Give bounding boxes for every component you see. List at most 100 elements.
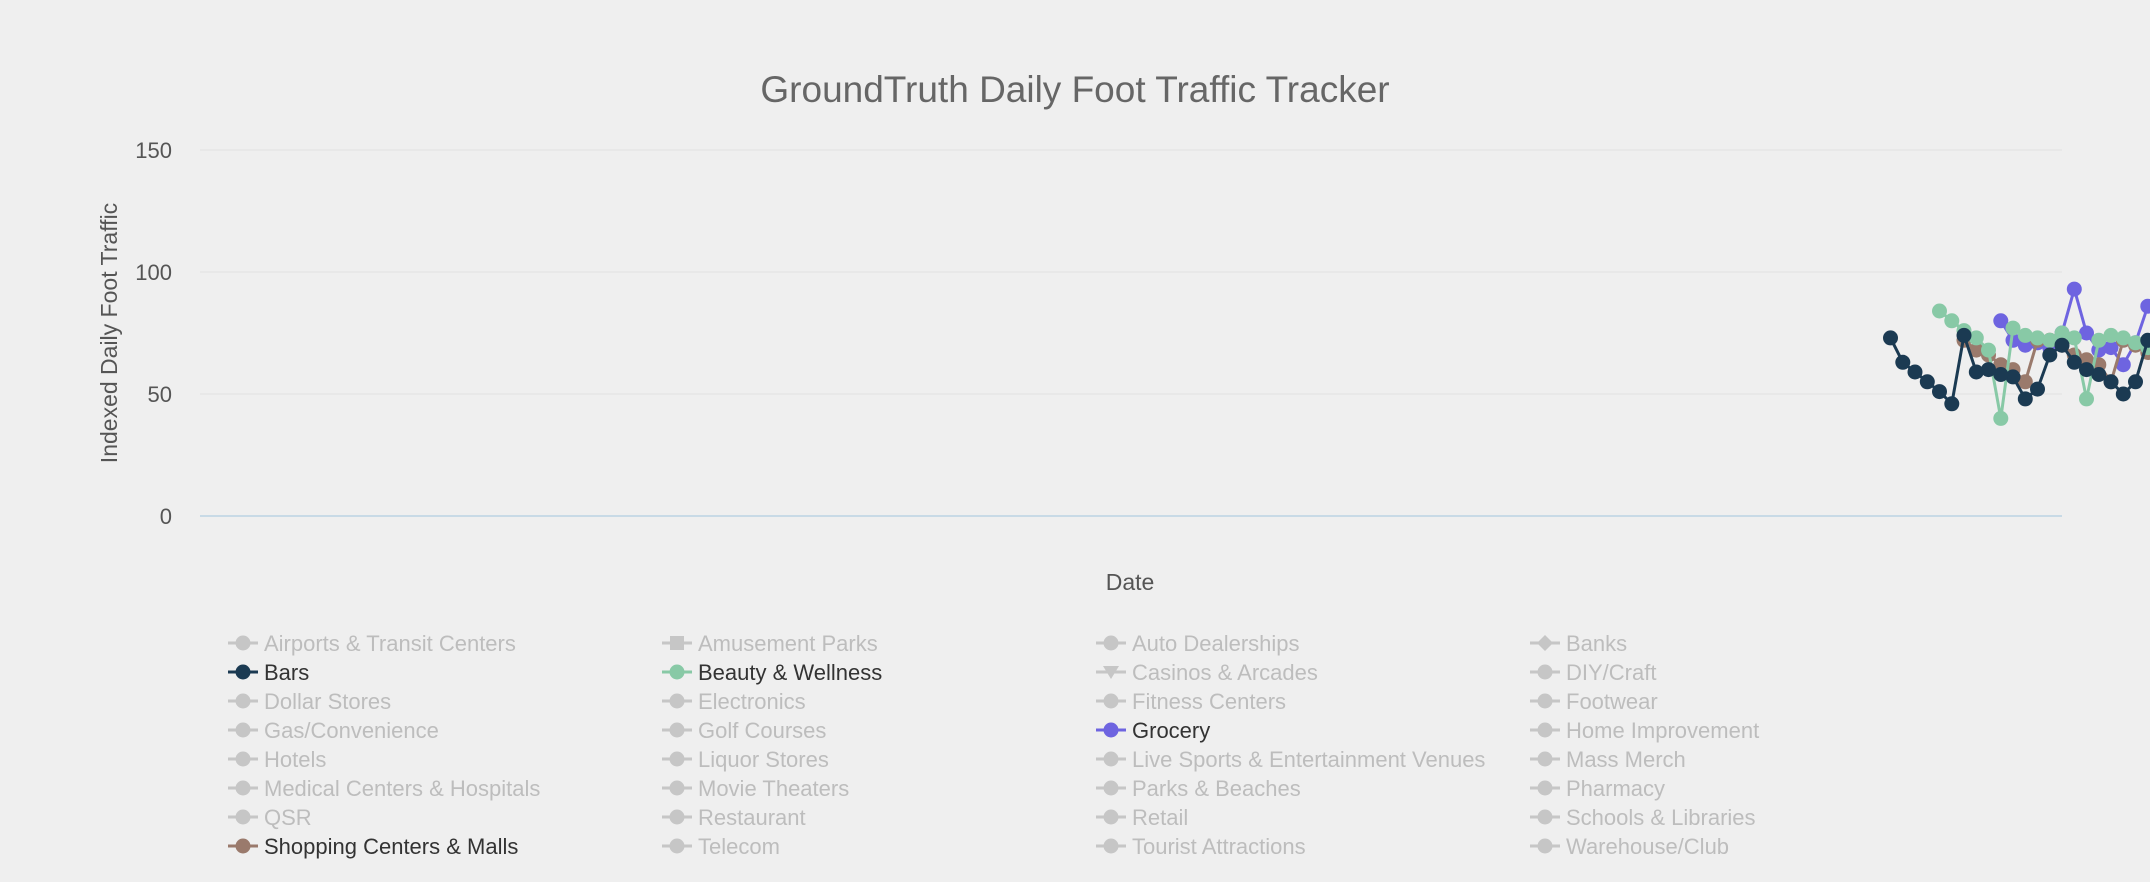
data-point[interactable]	[1944, 396, 1960, 412]
legend-item[interactable]: Casinos & Arcades	[1096, 660, 1318, 685]
legend-item[interactable]: Home Improvement	[1530, 718, 1759, 743]
data-point[interactable]	[2103, 374, 2119, 390]
legend-item[interactable]: Tourist Attractions	[1096, 834, 1306, 859]
data-point[interactable]	[2042, 347, 2058, 363]
data-point[interactable]	[1883, 330, 1898, 346]
legend-item[interactable]: Beauty & Wellness	[662, 660, 882, 685]
legend-marker	[235, 780, 251, 796]
data-point[interactable]	[2054, 325, 2070, 341]
legend-marker	[1103, 666, 1119, 679]
data-point[interactable]	[2128, 335, 2143, 351]
legend-label: Dollar Stores	[264, 689, 391, 714]
data-point[interactable]	[2079, 362, 2094, 378]
data-point[interactable]	[1895, 354, 1911, 370]
data-point[interactable]	[1932, 303, 1947, 319]
legend-item[interactable]: Mass Merch	[1530, 747, 1686, 772]
data-point[interactable]	[2115, 386, 2131, 402]
legend-item[interactable]: Shopping Centers & Malls	[228, 834, 518, 859]
legend-item[interactable]: Gas/Convenience	[228, 718, 439, 743]
legend-marker	[1537, 809, 1553, 825]
legend-label: Warehouse/Club	[1566, 834, 1729, 859]
legend-item[interactable]: Footwear	[1530, 689, 1658, 714]
legend-item[interactable]: QSR	[228, 805, 312, 830]
data-point[interactable]	[1956, 327, 1972, 343]
legend-item[interactable]: Schools & Libraries	[1530, 805, 1756, 830]
data-point[interactable]	[2005, 320, 2021, 336]
data-point[interactable]	[1932, 384, 1947, 400]
legend-item[interactable]: Retail	[1096, 805, 1188, 830]
legend-item[interactable]: Banks	[1530, 631, 1627, 656]
legend-marker	[669, 722, 685, 738]
data-point[interactable]	[2054, 337, 2070, 353]
data-point[interactable]	[2005, 332, 2021, 348]
data-point[interactable]	[1993, 313, 2009, 329]
data-point[interactable]	[2091, 332, 2107, 348]
legend-item[interactable]: Auto Dealerships	[1096, 631, 1300, 656]
data-point[interactable]	[2017, 374, 2033, 390]
legend-item[interactable]: Restaurant	[662, 805, 806, 830]
data-point[interactable]	[2115, 357, 2131, 373]
legend-item[interactable]: Liquor Stores	[662, 747, 829, 772]
data-point[interactable]	[1944, 313, 1960, 329]
legend-label: Restaurant	[698, 805, 806, 830]
legend-item[interactable]: Telecom	[662, 834, 780, 859]
data-point[interactable]	[1919, 374, 1935, 390]
legend-item[interactable]: Bars	[228, 660, 309, 685]
data-point[interactable]	[1993, 410, 2009, 426]
legend-marker	[1103, 780, 1119, 796]
plot-area[interactable]	[1883, 143, 2150, 475]
legend-item[interactable]: Parks & Beaches	[1096, 776, 1301, 801]
legend-marker	[235, 751, 251, 767]
data-point[interactable]	[1968, 330, 1984, 346]
legend-item[interactable]: Electronics	[662, 689, 806, 714]
legend-item[interactable]: Grocery	[1096, 718, 1210, 743]
series-beauty-wellness[interactable]	[1932, 189, 2150, 438]
legend-label: Retail	[1132, 805, 1188, 830]
data-point[interactable]	[2066, 354, 2082, 370]
legend-label: Amusement Parks	[698, 631, 878, 656]
legend-marker	[669, 838, 685, 854]
series-shopping-centers-malls[interactable]	[1956, 191, 2150, 448]
data-point[interactable]	[1981, 362, 1996, 378]
data-point[interactable]	[2103, 340, 2119, 356]
legend-item[interactable]: DIY/Craft	[1530, 660, 1656, 685]
data-point[interactable]	[2079, 391, 2094, 407]
legend-item[interactable]: Hotels	[228, 747, 326, 772]
data-point[interactable]	[1968, 364, 1984, 380]
legend-item[interactable]: Dollar Stores	[228, 689, 391, 714]
legend-item[interactable]: Pharmacy	[1530, 776, 1665, 801]
data-point[interactable]	[2066, 281, 2082, 297]
data-point[interactable]	[2115, 330, 2131, 346]
data-point[interactable]	[2017, 391, 2033, 407]
series-bars[interactable]	[1883, 143, 2150, 475]
data-point[interactable]	[2103, 327, 2119, 343]
data-point[interactable]	[2042, 332, 2058, 348]
y-tick-label: 150	[135, 138, 172, 163]
data-point[interactable]	[1993, 367, 2009, 382]
legend-marker	[669, 809, 685, 825]
legend-item[interactable]: Fitness Centers	[1096, 689, 1286, 714]
data-point[interactable]	[1981, 342, 1996, 358]
data-point[interactable]	[1968, 342, 1984, 358]
data-point[interactable]	[2030, 330, 2045, 346]
data-point[interactable]	[2066, 330, 2082, 346]
legend-marker	[1103, 693, 1119, 709]
legend-marker	[235, 838, 251, 854]
legend-item[interactable]: Golf Courses	[662, 718, 826, 743]
data-point[interactable]	[2140, 298, 2150, 314]
data-point[interactable]	[2079, 325, 2094, 341]
data-point[interactable]	[1907, 364, 1923, 380]
legend-item[interactable]: Live Sports & Entertainment Venues	[1096, 747, 1485, 772]
legend-item[interactable]: Movie Theaters	[662, 776, 849, 801]
data-point[interactable]	[2005, 369, 2021, 385]
data-point[interactable]	[2091, 367, 2107, 382]
data-point[interactable]	[2140, 332, 2150, 348]
legend-item[interactable]: Amusement Parks	[662, 631, 878, 656]
data-point[interactable]	[2017, 327, 2033, 343]
legend-item[interactable]: Warehouse/Club	[1530, 834, 1729, 859]
data-point[interactable]	[2030, 381, 2045, 397]
legend-item[interactable]: Medical Centers & Hospitals	[228, 776, 540, 801]
data-point[interactable]	[2128, 374, 2143, 390]
legend-item[interactable]: Airports & Transit Centers	[228, 631, 516, 656]
